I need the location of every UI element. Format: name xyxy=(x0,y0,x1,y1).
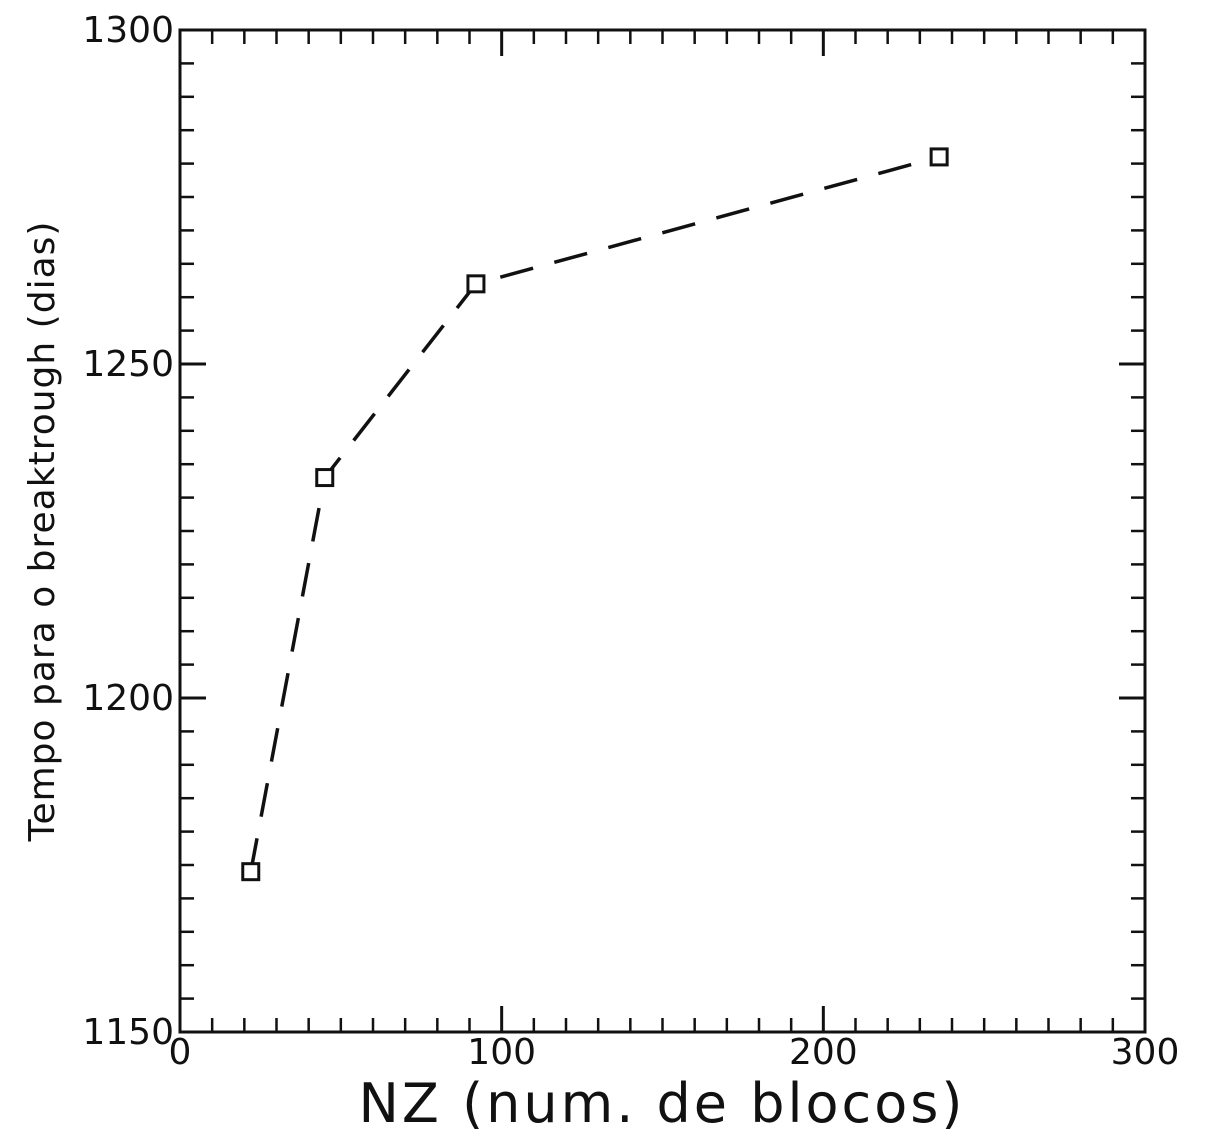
x-tick-label: 100 xyxy=(467,1032,536,1073)
plot-frame xyxy=(178,28,1147,1034)
y-tick-label: 1200 xyxy=(82,678,174,719)
major-ticks xyxy=(178,28,1147,1034)
data-point-marker xyxy=(315,468,335,488)
y-tick-label: 1300 xyxy=(82,10,174,51)
minor-ticks xyxy=(180,30,1145,1032)
x-tick-label: 0 xyxy=(169,1032,192,1073)
x-tick-label: 200 xyxy=(789,1032,858,1073)
series-layer xyxy=(241,147,949,882)
x-tick-labels: 0 100 200 300 xyxy=(169,1032,1180,1073)
data-point-marker xyxy=(929,147,949,167)
data-point-marker xyxy=(241,862,261,882)
y-axis-title: Tempo para o breaktrough (dias) xyxy=(22,221,63,843)
y-tick-label: 1250 xyxy=(82,344,174,385)
y-tick-labels: 1150 1200 1250 1300 xyxy=(82,10,174,1053)
y-tick-label: 1150 xyxy=(82,1012,174,1053)
series-line xyxy=(249,155,940,873)
x-tick-label: 300 xyxy=(1111,1032,1180,1073)
data-point-marker xyxy=(466,274,486,294)
x-axis-title: NZ (num. de blocos) xyxy=(359,1072,966,1135)
